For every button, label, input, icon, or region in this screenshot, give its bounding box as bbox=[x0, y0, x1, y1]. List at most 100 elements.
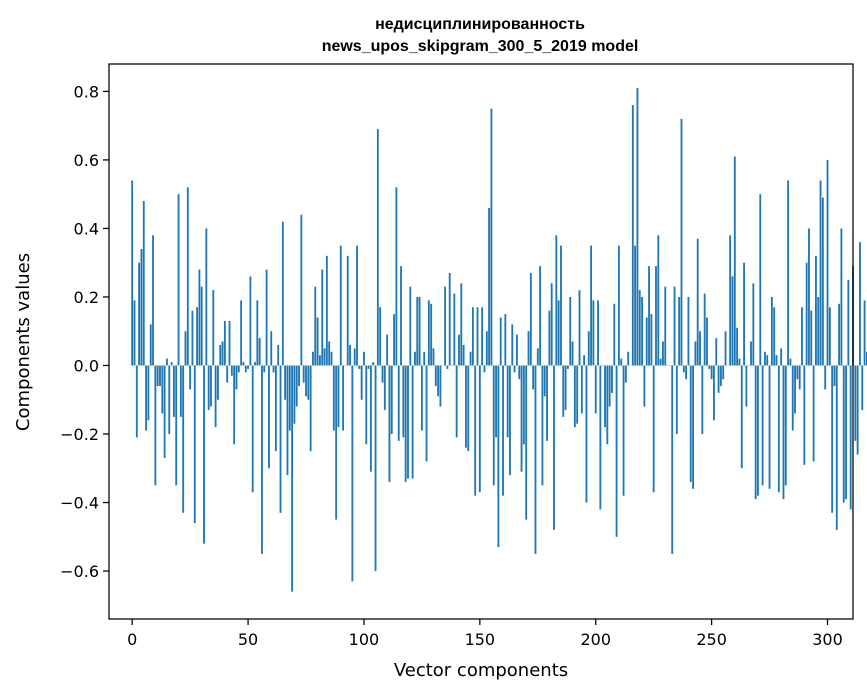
bar bbox=[560, 245, 562, 366]
bar bbox=[430, 303, 433, 366]
bar bbox=[286, 365, 289, 476]
bar bbox=[522, 365, 525, 445]
bar bbox=[854, 365, 857, 441]
x-tick-label: 50 bbox=[238, 630, 258, 649]
bar bbox=[492, 365, 495, 486]
bar bbox=[534, 365, 537, 554]
bar bbox=[388, 365, 391, 482]
bar bbox=[569, 296, 572, 366]
bar bbox=[291, 365, 294, 592]
bar bbox=[383, 365, 386, 411]
bar bbox=[265, 269, 268, 366]
bar bbox=[418, 296, 421, 366]
bar bbox=[277, 344, 280, 366]
bar bbox=[627, 351, 630, 366]
bar bbox=[161, 365, 164, 414]
bar bbox=[648, 266, 650, 366]
bar bbox=[782, 365, 785, 500]
x-tick-label: 0 bbox=[127, 630, 137, 649]
bar bbox=[149, 324, 152, 366]
bar bbox=[342, 365, 345, 431]
bar bbox=[152, 235, 154, 366]
bar bbox=[754, 365, 757, 500]
bar bbox=[717, 365, 720, 393]
bar bbox=[599, 365, 602, 510]
bar bbox=[824, 365, 827, 390]
bar bbox=[437, 365, 440, 397]
bar bbox=[847, 279, 850, 366]
bar bbox=[819, 180, 822, 366]
bar bbox=[703, 293, 706, 366]
bar bbox=[590, 245, 593, 366]
bar bbox=[583, 355, 586, 366]
bar bbox=[722, 365, 725, 380]
bar bbox=[620, 358, 623, 366]
bar bbox=[409, 286, 412, 366]
bar bbox=[223, 320, 226, 366]
bar bbox=[221, 341, 224, 366]
bar bbox=[372, 362, 375, 366]
x-axis-ticks: 0 50 100 150 200 250 300 bbox=[127, 619, 843, 649]
bar bbox=[272, 365, 275, 373]
bar bbox=[516, 334, 518, 366]
bar bbox=[226, 365, 229, 383]
bar bbox=[300, 214, 303, 366]
x-tick-label: 300 bbox=[812, 630, 843, 649]
bar bbox=[179, 365, 182, 417]
bar bbox=[859, 242, 861, 366]
bar bbox=[671, 365, 674, 554]
bar bbox=[557, 300, 560, 366]
bar bbox=[775, 355, 778, 366]
bar bbox=[652, 365, 655, 493]
bar bbox=[274, 365, 277, 452]
bar bbox=[439, 365, 442, 407]
bar bbox=[346, 255, 349, 366]
bar bbox=[509, 365, 511, 476]
bar bbox=[351, 365, 354, 582]
bar bbox=[692, 365, 694, 489]
y-tick-label: −0.2 bbox=[60, 425, 99, 444]
bar bbox=[249, 276, 252, 366]
bar bbox=[420, 365, 423, 431]
bar bbox=[367, 365, 370, 369]
bar bbox=[865, 351, 867, 366]
bar bbox=[715, 338, 718, 366]
bar bbox=[863, 300, 866, 366]
bar bbox=[719, 365, 722, 387]
bar bbox=[425, 365, 428, 462]
bar bbox=[312, 351, 314, 366]
bar bbox=[244, 365, 247, 373]
bar bbox=[177, 194, 180, 366]
bar bbox=[462, 344, 465, 366]
bar bbox=[478, 365, 481, 493]
bar bbox=[166, 358, 168, 366]
bar bbox=[817, 296, 820, 366]
bar bbox=[214, 365, 217, 428]
bar bbox=[662, 341, 664, 366]
bar bbox=[474, 365, 477, 496]
bar bbox=[397, 365, 400, 441]
bar bbox=[699, 331, 701, 366]
bar bbox=[502, 365, 504, 496]
bar bbox=[182, 365, 185, 513]
bar bbox=[432, 348, 435, 366]
bar bbox=[532, 365, 535, 390]
bar bbox=[821, 197, 824, 366]
bar bbox=[309, 365, 312, 452]
bar bbox=[701, 365, 704, 434]
bar bbox=[673, 286, 676, 366]
bar bbox=[270, 331, 273, 366]
bar bbox=[631, 105, 634, 366]
bar bbox=[198, 269, 201, 366]
bar bbox=[293, 365, 296, 424]
bar bbox=[803, 365, 806, 465]
bar bbox=[189, 365, 192, 390]
bar bbox=[298, 365, 300, 387]
bar bbox=[381, 365, 384, 383]
bar bbox=[332, 365, 335, 431]
bar bbox=[845, 365, 847, 500]
bar bbox=[203, 365, 205, 544]
bar bbox=[476, 307, 479, 366]
bar bbox=[254, 362, 256, 366]
bar bbox=[729, 235, 732, 366]
